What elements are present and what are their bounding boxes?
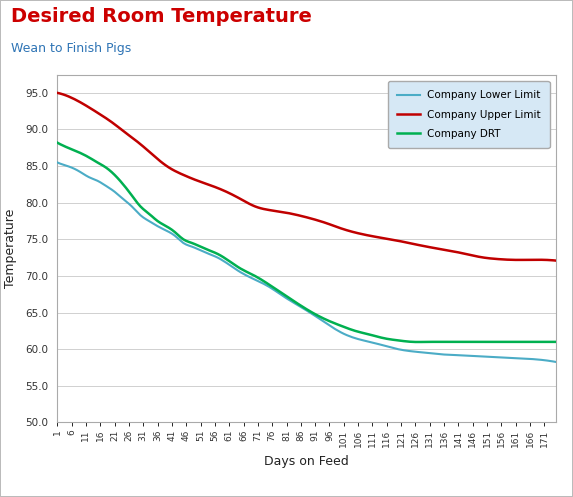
Text: Wean to Finish Pigs: Wean to Finish Pigs [11, 42, 132, 55]
Company Upper Limit [94, 110, 101, 116]
Company DRT [54, 140, 61, 146]
Line: Company DRT: Company DRT [57, 143, 556, 342]
Company DRT [380, 335, 387, 341]
Y-axis label: Temperature: Temperature [4, 209, 17, 288]
Company Lower Limit [423, 350, 430, 356]
Company Lower Limit [94, 178, 101, 184]
Company Lower Limit [197, 248, 204, 253]
Company DRT [415, 339, 422, 345]
Company Lower Limit [552, 359, 559, 365]
Company DRT [426, 339, 433, 345]
Company Upper Limit [54, 90, 61, 96]
Company Upper Limit [197, 179, 204, 185]
Company DRT [552, 339, 559, 345]
Company Upper Limit [229, 191, 236, 197]
Text: Desired Room Temperature: Desired Room Temperature [11, 7, 312, 26]
Company Lower Limit [475, 353, 482, 359]
Company Lower Limit [229, 264, 236, 270]
Line: Company Lower Limit: Company Lower Limit [57, 163, 556, 362]
Company Lower Limit [54, 160, 61, 166]
Company Upper Limit [423, 244, 430, 249]
Company Upper Limit [475, 253, 482, 259]
Company Lower Limit [380, 342, 387, 348]
Legend: Company Lower Limit, Company Upper Limit, Company DRT: Company Lower Limit, Company Upper Limit… [388, 81, 550, 148]
Company Upper Limit [552, 257, 559, 263]
Company DRT [197, 244, 204, 249]
Company DRT [229, 260, 236, 266]
Company DRT [478, 339, 485, 345]
Company DRT [94, 160, 101, 166]
Line: Company Upper Limit: Company Upper Limit [57, 93, 556, 260]
X-axis label: Days on Feed: Days on Feed [264, 455, 349, 468]
Company Upper Limit [380, 235, 387, 241]
